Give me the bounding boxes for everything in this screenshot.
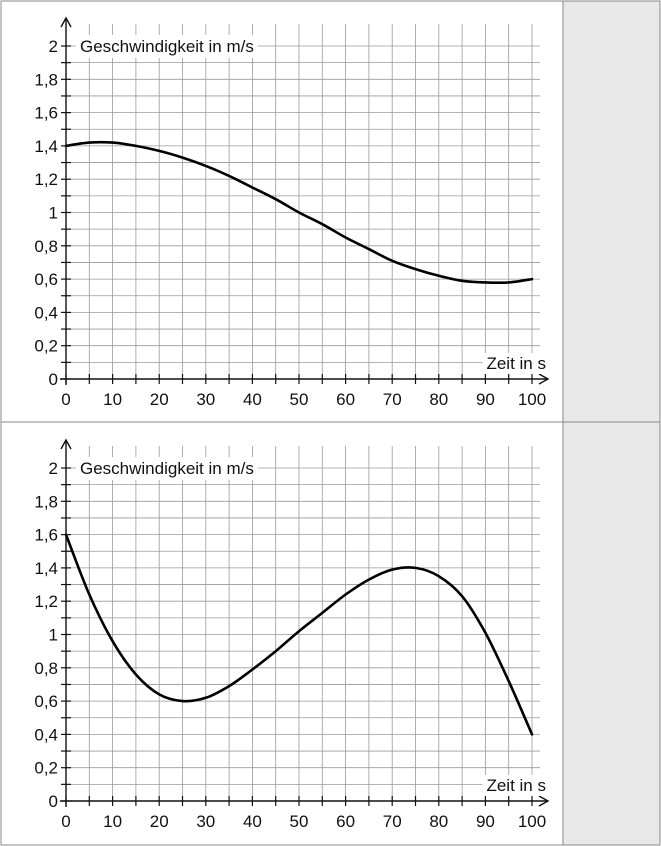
x-tick-label: 40 [243,390,262,409]
answer-cell-1 [563,1,660,422]
x-axis-title: Zeit in s [486,354,546,373]
chart-curve-layer [64,533,534,736]
y-tick-label: 0,4 [34,303,58,322]
velocity-chart-2: 0 10 20 30 40 50 60 70 80 90 100 0 0,2 0,4 0,6 0,8 1 1,2… [34,438,550,831]
x-tick-label: 70 [383,390,402,409]
chart-curve-layer [64,140,534,285]
y-tick-label: 0 [49,370,58,389]
x-tick-labels: 0 10 20 30 40 50 60 70 80 90 100 [61,812,546,831]
x-axis-arrow [538,373,550,385]
y-tick-label: 0,2 [34,759,58,778]
y-tick-label: 1,4 [34,137,58,156]
y-tick-label: 1,8 [34,70,58,89]
x-tick-label: 20 [150,812,169,831]
y-tick-label: 0,8 [34,237,58,256]
x-tick-label: 10 [103,390,122,409]
velocity-curve [64,533,534,736]
x-tick-label: 100 [518,390,546,409]
y-tick-label: 0,2 [34,337,58,356]
x-axis-arrow [538,795,550,807]
y-tick-label: 1,8 [34,492,58,511]
x-tick-label: 80 [429,812,448,831]
y-tick-label: 2 [49,459,58,478]
x-axis-title-background [482,775,550,796]
y-axis-title: Geschwindigkeit in m/s [80,459,254,478]
velocity-curve [64,140,534,285]
y-axis-title-background [76,35,258,58]
x-tick-label: 20 [150,390,169,409]
y-tick-label: 1,2 [34,170,58,189]
y-tick-label: 1 [49,626,58,645]
x-tick-label: 50 [290,390,309,409]
y-tick-label: 2 [49,37,58,56]
y-axis-arrow [60,438,72,450]
chart-axes [60,16,550,385]
x-tick-label: 90 [476,390,495,409]
x-tick-label: 10 [103,812,122,831]
y-tick-label: 0,8 [34,659,58,678]
y-tick-label: 0,6 [34,692,58,711]
x-tick-label: 30 [196,812,215,831]
answer-cell-2 [563,422,660,845]
y-tick-label: 1,2 [34,592,58,611]
y-tick-label: 1,4 [34,559,58,578]
y-tick-label: 1 [49,204,58,223]
chart-axes [60,438,550,807]
x-tick-label: 30 [196,390,215,409]
x-tick-label: 60 [336,390,355,409]
x-tick-label: 70 [383,812,402,831]
chart-grid [66,24,540,379]
y-tick-labels: 0 0,2 0,4 0,6 0,8 1 1,2 1,4 1,6 1,8 2 [34,459,58,811]
y-tick-label: 0,6 [34,270,58,289]
x-tick-label: 100 [518,812,546,831]
x-axis-title: Zeit in s [486,776,546,795]
x-tick-label: 50 [290,812,309,831]
y-tick-labels: 0 0,2 0,4 0,6 0,8 1 1,2 1,4 1,6 1,8 2 [34,37,58,389]
y-axis-arrow [60,16,72,28]
y-tick-label: 1,6 [34,104,58,123]
x-tick-labels: 0 10 20 30 40 50 60 70 80 90 100 [61,390,546,409]
x-tick-label: 60 [336,812,355,831]
x-tick-label: 40 [243,812,262,831]
y-axis-title-background [76,457,258,480]
y-tick-label: 0,4 [34,725,58,744]
x-tick-label: 90 [476,812,495,831]
y-tick-label: 1,6 [34,526,58,545]
velocity-chart-1: 0 10 20 30 40 50 60 70 80 90 100 0 0,2 0,4 0,6 0,8 1 1,2… [34,16,550,409]
x-tick-label: 0 [61,390,70,409]
y-axis-title: Geschwindigkeit in m/s [80,37,254,56]
x-tick-label: 0 [61,812,70,831]
x-axis-title-background [482,353,550,374]
x-tick-label: 80 [429,390,448,409]
chart-grid [66,446,540,801]
y-tick-label: 0 [49,792,58,811]
